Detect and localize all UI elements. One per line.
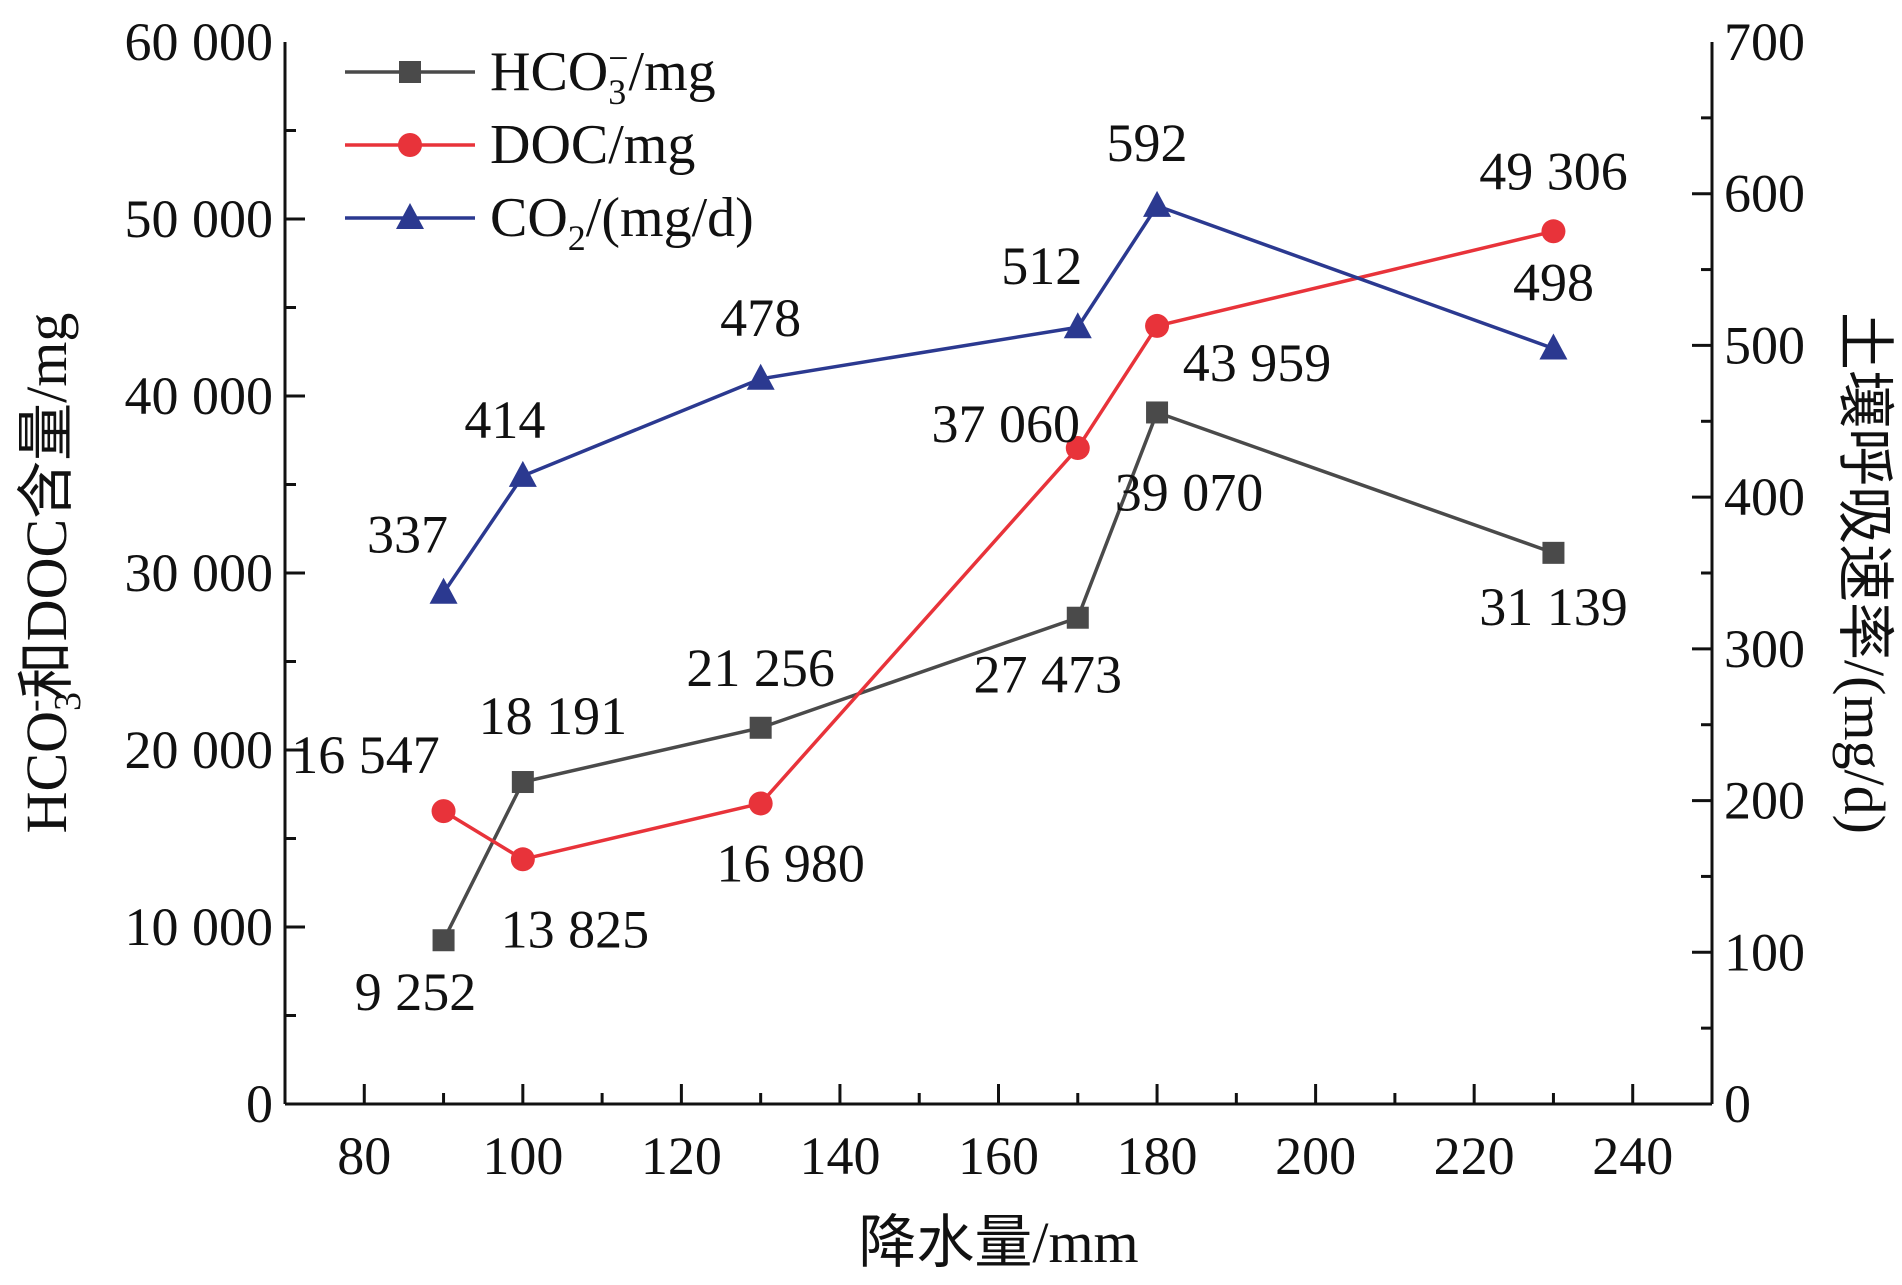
series-2: 337 414 478 512 592 498 <box>367 113 1594 604</box>
y-right-tick-label: 200 <box>1724 771 1805 831</box>
y-left-tick-label: 10 000 <box>125 897 274 957</box>
y-left-tick-label: 50 000 <box>125 189 274 249</box>
data-point <box>508 460 537 487</box>
data-point <box>429 577 458 604</box>
series-line <box>442 229 1554 862</box>
y-right-tick-label: 600 <box>1724 164 1805 224</box>
data-label: 478 <box>720 288 801 348</box>
y-right-tick-label: 700 <box>1724 12 1805 72</box>
data-label: 9 252 <box>355 962 477 1022</box>
y-right-tick-label: 400 <box>1724 467 1805 527</box>
x-tick-label: 240 <box>1592 1126 1673 1186</box>
data-label: 13 825 <box>501 899 650 959</box>
data-point <box>748 791 773 816</box>
data-label: 27 473 <box>974 645 1123 705</box>
y-left-tick-label: 40 000 <box>125 366 274 426</box>
data-label: 39 070 <box>1115 462 1264 522</box>
data-label: 592 <box>1107 113 1188 173</box>
x-tick-label: 220 <box>1434 1126 1515 1186</box>
y-right-tick-label: 300 <box>1724 619 1805 679</box>
y-right-tick-label: 500 <box>1724 315 1805 375</box>
data-point <box>1145 313 1170 338</box>
data-label: 337 <box>367 505 448 565</box>
data-label: 31 139 <box>1479 577 1628 637</box>
data-point <box>510 847 535 872</box>
data-label: 21 256 <box>686 638 835 698</box>
y-left-tick-label: 0 <box>246 1074 273 1134</box>
x-tick-label: 180 <box>1117 1126 1198 1186</box>
y-left-tick-label: 30 000 <box>125 543 274 603</box>
y-left-tick-label: 20 000 <box>125 720 274 780</box>
legend-marker <box>398 133 422 157</box>
data-label: 43 959 <box>1183 333 1332 393</box>
legend-label: CO2/(mg/d) <box>490 187 754 258</box>
y-right-tick-label: 0 <box>1724 1074 1751 1134</box>
y-axis-right-title: 土壤呼吸速率/(mg/d) <box>1832 312 1897 834</box>
data-point <box>1539 333 1568 360</box>
data-point <box>432 929 455 952</box>
data-label: 37 060 <box>932 394 1081 454</box>
legend-label: HCO3−/mg <box>490 38 716 112</box>
data-point <box>511 771 534 794</box>
legend-label: DOC/mg <box>490 114 695 176</box>
y-left-tick-label: 60 000 <box>125 12 274 72</box>
axes: 80 100 120 140 160 180 200 220 240 0 10 000 20 000 3… <box>125 12 1806 1186</box>
data-point <box>1143 190 1172 217</box>
data-point <box>1066 606 1089 629</box>
axis-titles: 降水量/mm HCO3-和DOC含量/mg 土壤呼吸速率/(mg/d) <box>13 312 1897 1275</box>
legend-marker <box>396 203 424 229</box>
legend-marker <box>399 61 421 83</box>
x-tick-label: 200 <box>1275 1126 1356 1186</box>
y-right-tick-label: 100 <box>1724 922 1805 982</box>
series-1: 16 547 13 825 16 980 37 060 43 959 49 306 <box>291 141 1627 959</box>
data-label: 49 306 <box>1479 141 1628 201</box>
data-label: 498 <box>1513 252 1594 312</box>
x-tick-label: 100 <box>482 1126 563 1186</box>
data-point <box>431 799 456 824</box>
x-axis-title: 降水量/mm <box>858 1210 1138 1275</box>
x-tick-label: 160 <box>958 1126 1039 1186</box>
data-point <box>746 363 775 390</box>
data-point <box>749 716 772 739</box>
x-tick-label: 140 <box>799 1126 880 1186</box>
data-point <box>1065 436 1090 461</box>
data-point <box>1541 219 1566 244</box>
x-tick-label: 80 <box>337 1126 391 1186</box>
data-label: 16 547 <box>291 725 440 785</box>
y-axis-left-title: HCO3-和DOC含量/mg <box>13 313 89 834</box>
x-tick-label: 120 <box>641 1126 722 1186</box>
data-point <box>1146 401 1169 424</box>
data-point <box>1542 541 1565 564</box>
data-point <box>1063 312 1092 339</box>
data-label: 512 <box>1001 236 1082 296</box>
series-line <box>441 410 1555 942</box>
data-label: 18 191 <box>479 686 628 746</box>
data-label: 16 980 <box>716 833 865 893</box>
series-0: 9 252 18 191 21 256 27 473 39 070 31 139 <box>355 401 1628 1022</box>
series-line <box>442 203 1555 594</box>
data-label: 414 <box>464 390 545 450</box>
